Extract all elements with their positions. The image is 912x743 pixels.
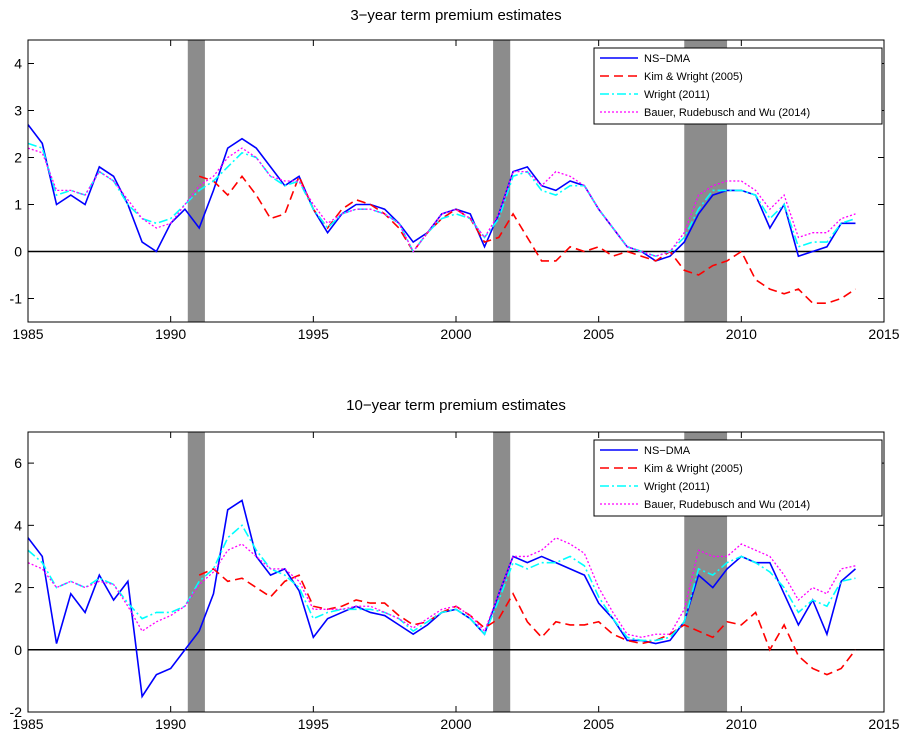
shaded-period (493, 40, 511, 322)
shaded-period (493, 432, 511, 712)
shaded-period (187, 432, 205, 712)
y-tick-label: 6 (14, 455, 22, 471)
series-line (27, 537, 856, 638)
x-tick-label: 1990 (155, 326, 186, 342)
series-line (27, 147, 856, 257)
shaded-period (187, 40, 205, 322)
y-tick-label: 4 (14, 517, 22, 533)
legend-label: Kim & Wright (2005) (644, 463, 743, 475)
x-tick-label: 1995 (298, 326, 329, 342)
series-line (27, 124, 856, 262)
series-line (27, 142, 856, 258)
legend-label: Bauer, Rudebusch and Wu (2014) (644, 107, 810, 119)
y-tick-label: 4 (14, 56, 22, 72)
series-line (27, 524, 856, 642)
x-tick-label: 2005 (583, 716, 614, 732)
legend-label: Kim & Wright (2005) (644, 71, 743, 83)
x-tick-label: 2000 (440, 716, 471, 732)
x-tick-label: 1985 (12, 326, 43, 342)
x-tick-label: 2000 (440, 326, 471, 342)
y-tick-label: 0 (14, 642, 22, 658)
y-tick-label: 2 (14, 580, 22, 596)
x-tick-label: 2005 (583, 326, 614, 342)
y-tick-label: 0 (14, 244, 22, 260)
legend-label: NS−DMA (644, 53, 691, 65)
legend: NS−DMA Kim & Wright (2005) Wright (2011) Ba… (593, 47, 883, 125)
x-tick-label: 2010 (726, 326, 757, 342)
y-tick-label: 1 (14, 197, 22, 213)
legend-label: NS−DMA (644, 445, 691, 457)
x-tick-label: 1985 (12, 716, 43, 732)
chart-panel: 1985 1990 1995 2000 2005 2010 2015 -1 0 1 2 3 4 3−yea… (10, 7, 900, 342)
legend-label: Wright (2011) (644, 481, 710, 493)
series-line (198, 567, 857, 676)
y-tick-label: 3 (14, 103, 22, 119)
y-tick-label: -1 (10, 291, 23, 307)
chart-title: 10−year term premium estimates (346, 397, 566, 414)
y-tick-label: -2 (10, 704, 23, 720)
series-line (27, 499, 856, 699)
x-tick-label: 1995 (298, 716, 329, 732)
x-tick-label: 2015 (868, 716, 899, 732)
legend-label: Wright (2011) (644, 89, 710, 101)
legend: NS−DMA Kim & Wright (2005) Wright (2011) Ba… (593, 439, 883, 517)
legend-box (593, 439, 883, 517)
x-tick-label: 1990 (155, 716, 186, 732)
series-line (198, 174, 856, 304)
x-tick-label: 2015 (868, 326, 899, 342)
legend-label: Bauer, Rudebusch and Wu (2014) (644, 499, 810, 511)
chart-title: 3−year term premium estimates (350, 7, 561, 24)
x-tick-label: 2010 (726, 716, 757, 732)
legend-box (593, 47, 883, 125)
y-tick-label: 2 (14, 150, 22, 166)
chart-panel: 1985 1990 1995 2000 2005 2010 2015 -2 0 2 4 6 10−yea… (10, 397, 900, 732)
